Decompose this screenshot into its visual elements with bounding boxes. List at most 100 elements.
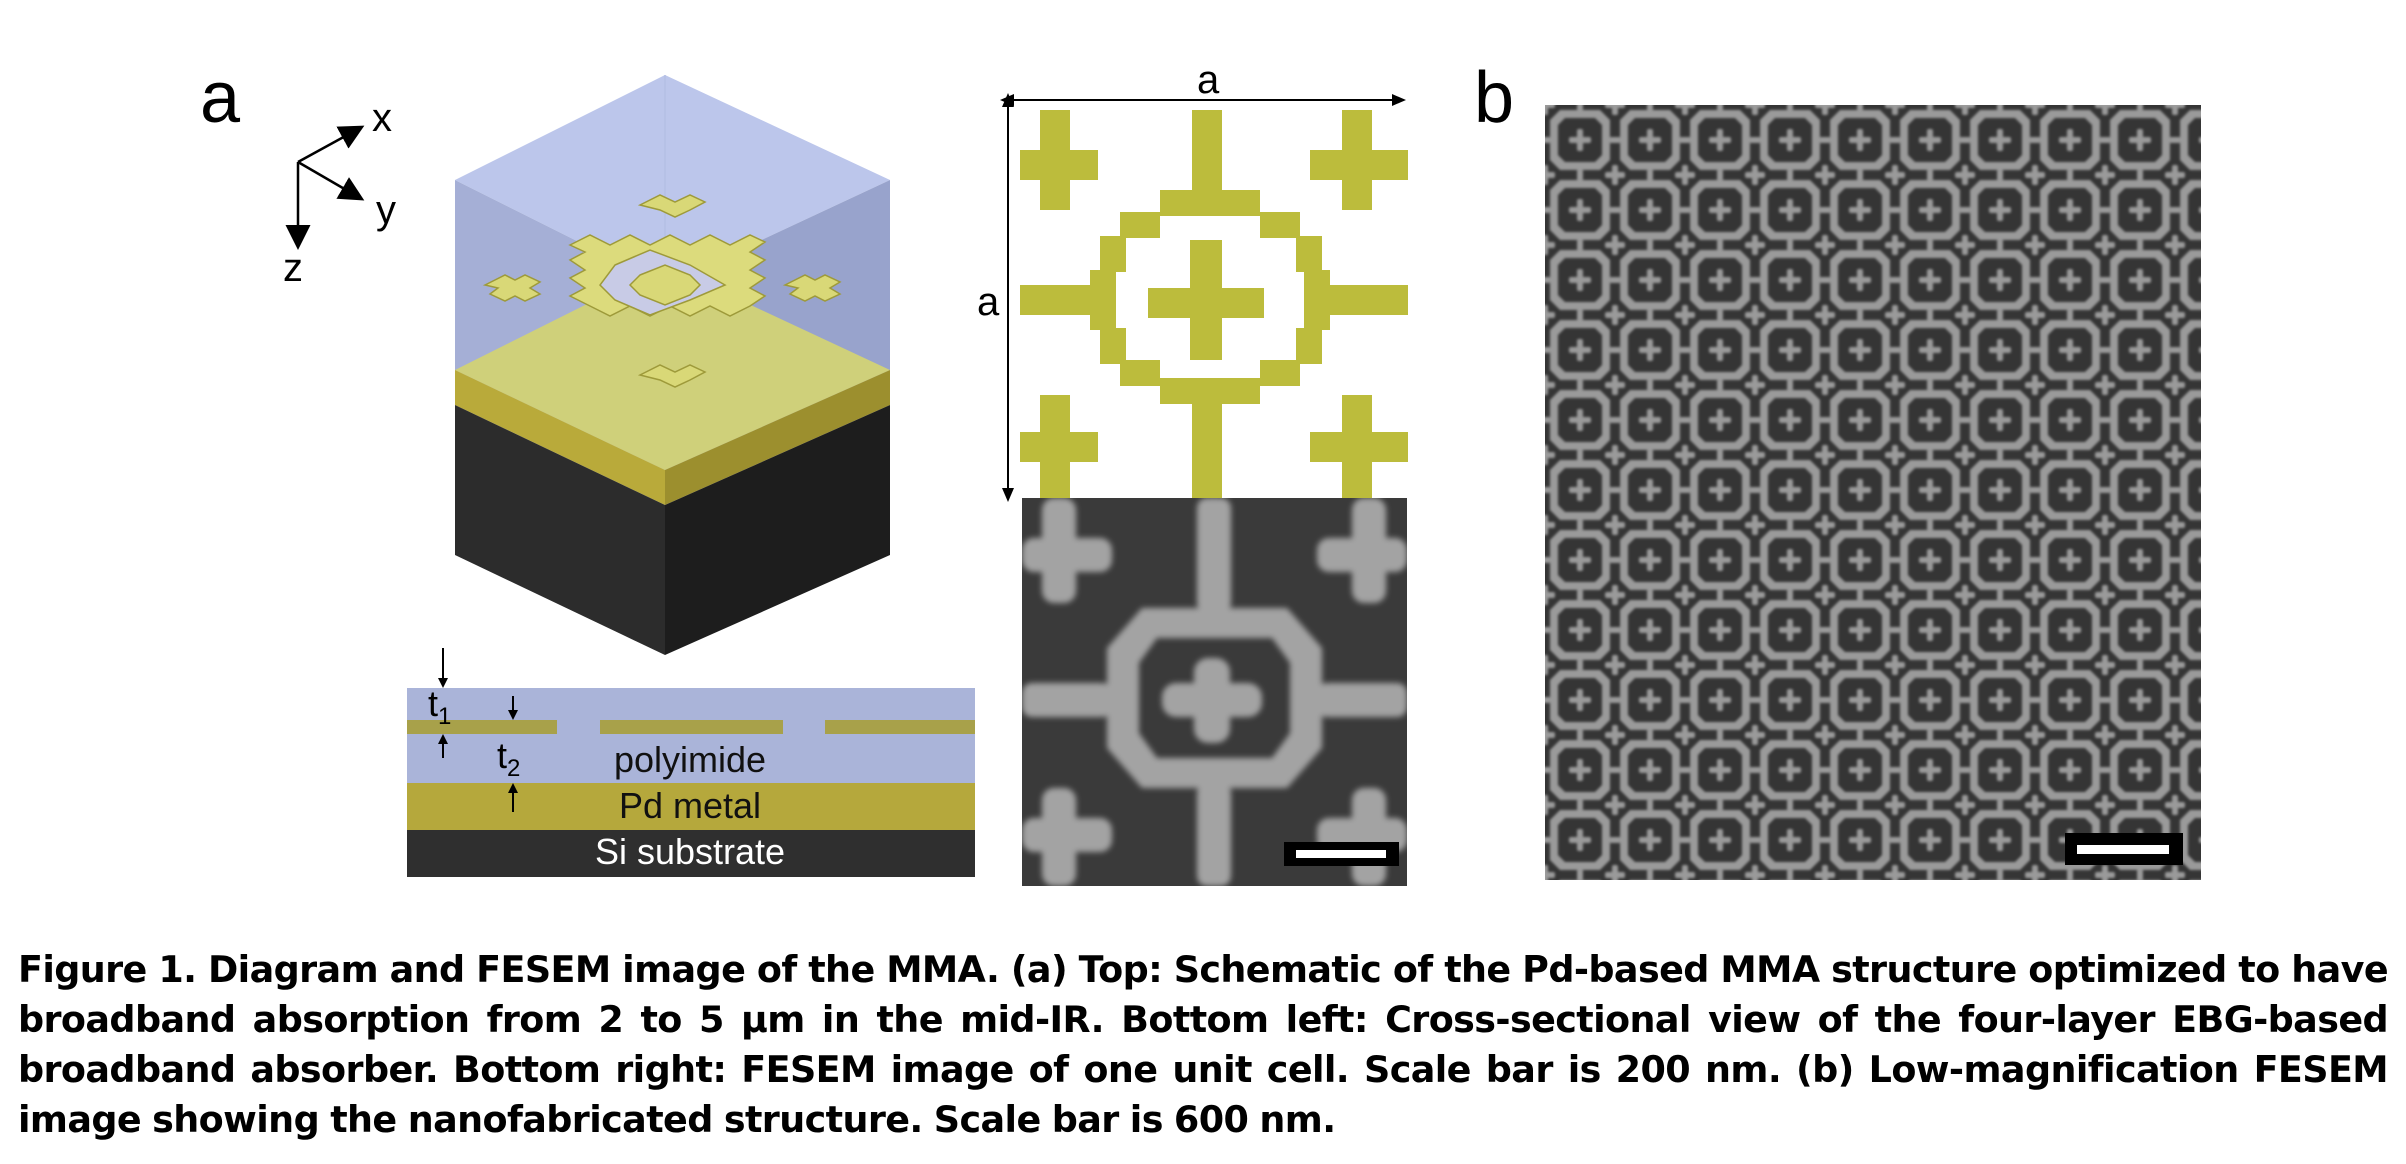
- sem-ring: [2180, 740, 2201, 800]
- sem-pattern-element: [1787, 520, 1793, 530]
- sem-ring: [1690, 250, 1750, 310]
- sem-pattern-element: [1750, 207, 1760, 213]
- sem-pattern-element: [1745, 802, 1765, 808]
- sem-pattern-element: [1820, 207, 1830, 213]
- sem-ring: [2040, 460, 2100, 520]
- sem-pattern-element: [1890, 347, 1900, 353]
- sem-pattern-element: [1709, 837, 1731, 843]
- sem-pattern-element: [1989, 557, 2011, 563]
- sem-pattern-element: [1675, 732, 1695, 738]
- sem-pattern-element: [2030, 347, 2040, 353]
- sem-pattern-element: [1745, 242, 1765, 248]
- sem-ring: [1970, 600, 2030, 660]
- sem-pattern-element: [1787, 310, 1793, 320]
- sem-pattern-element: [1545, 487, 1550, 493]
- sem-pattern-element: [1610, 627, 1620, 633]
- sem-pattern-element: [1960, 417, 1970, 423]
- panel-label-b: b: [1474, 58, 1515, 138]
- sem-pattern-element: [2170, 417, 2180, 423]
- sem-pattern-element: [1545, 417, 1550, 423]
- sem-pattern-element: [1717, 310, 1723, 320]
- sem-pattern-element: [1639, 697, 1661, 703]
- sem-pattern-element: [1675, 872, 1695, 878]
- sem-pattern-element: [1779, 627, 1801, 633]
- sem-pattern-element: [2025, 172, 2045, 178]
- sem-pattern-element: [1680, 767, 1690, 773]
- sem-pattern-element: [1605, 172, 1625, 178]
- sem-pattern-element: [2025, 312, 2045, 318]
- sem-ring: [2040, 110, 2100, 170]
- sem-pattern-element: [1750, 627, 1760, 633]
- sem-pattern-element: [1569, 487, 1591, 493]
- sem-pattern-element: [1639, 837, 1661, 843]
- sem-pattern-element: [1680, 207, 1690, 213]
- sem-pattern-element: [2025, 592, 2045, 598]
- sem-pattern-element: [2165, 732, 2185, 738]
- sem-pattern-element: [1675, 312, 1695, 318]
- sem-pattern-element: [2067, 105, 2073, 110]
- sem-ring: [1690, 810, 1750, 870]
- sem-ring: [1690, 670, 1750, 730]
- sem-pattern-element: [2165, 242, 2185, 248]
- sem-ring: [1970, 250, 2030, 310]
- sem-pattern-element: [1960, 277, 1970, 283]
- sem-pattern-element: [2199, 627, 2201, 633]
- sem-pattern-element: [1605, 312, 1625, 318]
- sem-ring: [2040, 600, 2100, 660]
- sem-pattern-element: [1680, 487, 1690, 493]
- sem-pattern-element: [2030, 837, 2040, 843]
- metal-top-face: [455, 265, 890, 470]
- sem-pattern-element: [1709, 767, 1731, 773]
- sem-ring: [1970, 320, 2030, 380]
- sem-pattern-element: [1680, 697, 1690, 703]
- sem-ring: [2180, 670, 2201, 730]
- pattern-segment-2: [600, 720, 783, 734]
- sem-pattern-element: [1605, 382, 1625, 388]
- sem-pattern-element: [2100, 277, 2110, 283]
- sem-pattern-element: [1577, 240, 1583, 250]
- sem-pattern-element: [2170, 347, 2180, 353]
- sem-ring: [1970, 670, 2030, 730]
- sem-pattern-element: [2095, 592, 2115, 598]
- sem-pattern-element: [2030, 767, 2040, 773]
- sem-pattern-element: [1960, 137, 1970, 143]
- sem-pattern-element: [1885, 732, 1905, 738]
- sem-pattern-element: [1745, 522, 1765, 528]
- sem-pattern-element: [1577, 870, 1583, 880]
- sem-pattern-element: [2165, 312, 2185, 318]
- sem-pattern-element: [1750, 557, 1760, 563]
- sem-pattern-element: [2165, 172, 2185, 178]
- sem-pattern-element: [1610, 137, 1620, 143]
- sem-pattern-element: [1997, 170, 2003, 180]
- sem-pattern-element: [1545, 767, 1550, 773]
- sem-pattern-element: [1545, 732, 1555, 738]
- unit-cell-height-label: a: [977, 280, 1000, 324]
- sem-pattern-element: [1717, 800, 1723, 810]
- sem-pattern-element: [1717, 105, 1723, 110]
- sem-pattern-element: [1675, 592, 1695, 598]
- sem-pattern-element: [1989, 697, 2011, 703]
- substrate-right-face: [665, 405, 890, 655]
- sem-pattern-element: [1680, 347, 1690, 353]
- sem-ring: [2040, 390, 2100, 450]
- sem-pattern-element: [1960, 557, 1970, 563]
- sem-ring: [1900, 320, 1960, 380]
- sem-pattern-element: [1779, 767, 1801, 773]
- sem-pattern-element: [2170, 767, 2180, 773]
- sem-pattern-element: [1997, 590, 2003, 600]
- sem-pattern-element: [1997, 450, 2003, 460]
- sem-pattern-element: [1709, 347, 1731, 353]
- sem-pattern-element: [1787, 105, 1793, 110]
- sem-pattern-element: [1577, 520, 1583, 530]
- sem-pattern-element: [1610, 487, 1620, 493]
- sem-ring: [1550, 810, 1610, 870]
- sem-pattern-element: [2067, 730, 2073, 740]
- sem-ring: [2110, 460, 2170, 520]
- sem-pattern-element: [1577, 730, 1583, 740]
- axis-y-label: y: [376, 188, 396, 232]
- sem-pattern-element: [1857, 870, 1863, 880]
- sem-pattern-element: [2165, 105, 2185, 108]
- sem-pattern-element: [2170, 697, 2180, 703]
- sem-pattern-element: [1750, 137, 1760, 143]
- sem-ring: [1550, 250, 1610, 310]
